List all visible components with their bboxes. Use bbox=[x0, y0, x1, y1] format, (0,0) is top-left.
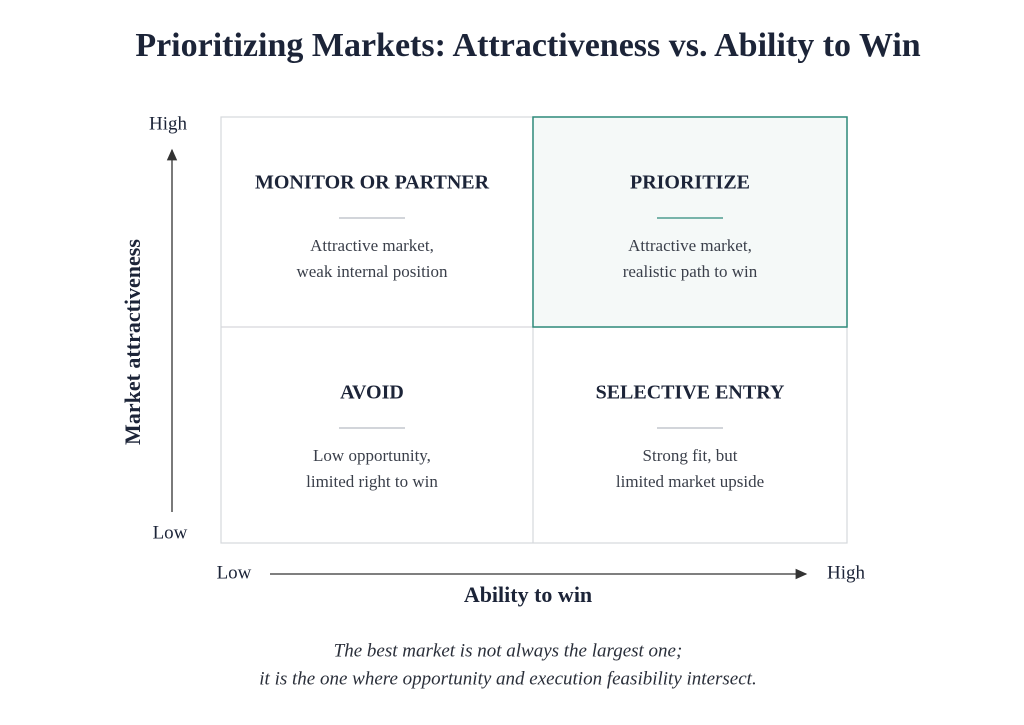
quadrant-desc: Attractive market, bbox=[628, 236, 752, 255]
quadrants: MONITOR OR PARTNER Attractive market, weak… bbox=[255, 172, 785, 491]
quadrant-desc: Attractive market, bbox=[310, 236, 434, 255]
x-high: High bbox=[827, 562, 866, 583]
quadrant-desc: limited market upside bbox=[616, 472, 764, 491]
x-low: Low bbox=[217, 562, 252, 583]
quadrant-title: AVOID bbox=[340, 382, 404, 404]
quadrant-title: PRIORITIZE bbox=[630, 172, 750, 194]
quadrant-desc: limited right to win bbox=[306, 472, 438, 491]
caption-line: The best market is not always the larges… bbox=[334, 640, 683, 661]
quadrant-desc: Low opportunity, bbox=[313, 446, 431, 465]
highlight-quadrant bbox=[532, 116, 848, 328]
y-low: Low bbox=[153, 522, 188, 543]
x-label: Ability to win bbox=[464, 582, 592, 607]
title: Prioritizing Markets: Attractiveness vs.… bbox=[135, 27, 920, 64]
quadrant-desc: weak internal position bbox=[296, 262, 448, 281]
quadrant-desc: Strong fit, but bbox=[643, 446, 738, 465]
quadrant-title: MONITOR OR PARTNER bbox=[255, 172, 490, 194]
quadrant-desc: realistic path to win bbox=[623, 262, 758, 281]
quadrant-title: SELECTIVE ENTRY bbox=[596, 382, 785, 404]
y-label: Market attractiveness bbox=[120, 239, 145, 445]
y-high: High bbox=[149, 113, 188, 134]
caption-line: it is the one where opportunity and exec… bbox=[259, 668, 756, 689]
